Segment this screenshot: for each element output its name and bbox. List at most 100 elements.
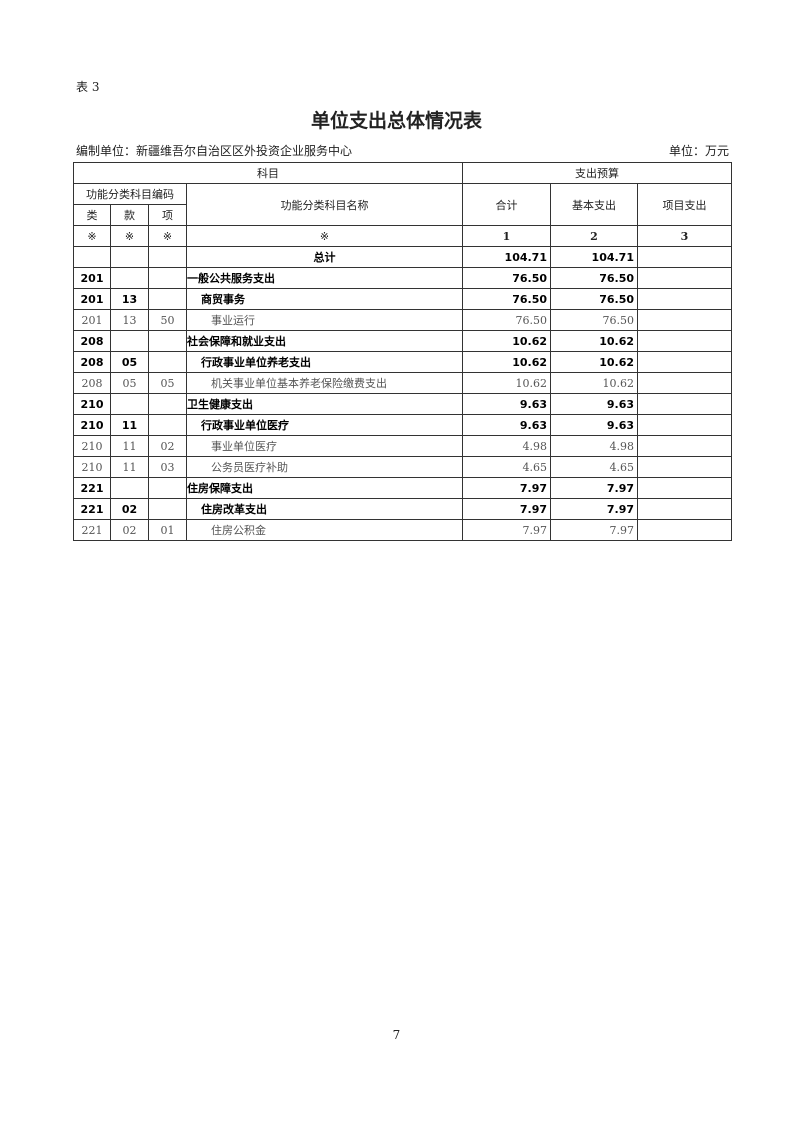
code-lei: 210	[73, 414, 111, 436]
amount-project	[637, 351, 732, 373]
amount-project	[637, 372, 732, 394]
code-lei: 208	[73, 330, 111, 352]
page-title: 单位支出总体情况表	[310, 110, 482, 132]
code-xiang	[148, 267, 187, 289]
table-row: 208 05 05 机关事业单位基本养老保险缴费支出 10.62 10.62	[73, 372, 732, 394]
col-number: 2	[550, 225, 638, 247]
code-lei: 221	[73, 498, 111, 520]
amount-total: 10.62	[462, 330, 551, 352]
table-row: 201 13 商贸事务 76.50 76.50	[73, 288, 732, 310]
amount-project	[637, 435, 732, 457]
amount-basic: 10.62	[550, 351, 638, 373]
item-name: 商贸事务	[186, 288, 463, 310]
mark-cell: ※	[186, 225, 463, 247]
code-kuan: 05	[110, 351, 149, 373]
amount-total: 76.50	[462, 267, 551, 289]
amount-basic: 7.97	[550, 519, 638, 541]
item-name: 社会保障和就业支出	[186, 330, 463, 352]
amount-total: 7.97	[462, 477, 551, 499]
header-total: 合计	[462, 183, 551, 226]
code-kuan	[110, 477, 149, 499]
amount-total: 76.50	[462, 288, 551, 310]
amount-basic: 76.50	[550, 309, 638, 331]
table-row: 201 一般公共服务支出 76.50 76.50	[73, 267, 732, 289]
header-subject: 科目	[73, 162, 463, 184]
code-lei: 221	[73, 519, 111, 541]
table-row: 221 02 01 住房公积金 7.97 7.97	[73, 519, 732, 541]
grand-total-label: 总计	[186, 246, 463, 268]
amount-total: 9.63	[462, 393, 551, 415]
item-name: 住房改革支出	[186, 498, 463, 520]
amount-total: 10.62	[462, 351, 551, 373]
code-kuan	[110, 267, 149, 289]
amount-basic: 7.97	[550, 498, 638, 520]
amount-basic: 4.98	[550, 435, 638, 457]
item-name: 住房公积金	[186, 519, 463, 541]
item-name: 事业单位医疗	[186, 435, 463, 457]
org-label: 编制单位：新疆维吾尔自治区区外投资企业服务中心	[76, 144, 353, 158]
code-kuan	[110, 330, 149, 352]
amount-basic: 4.65	[550, 456, 638, 478]
header-basic: 基本支出	[550, 183, 638, 226]
code-lei: 201	[73, 288, 111, 310]
table-row: 210 11 03 公务员医疗补助 4.65 4.65	[73, 456, 732, 478]
code-xiang	[148, 288, 187, 310]
code-xiang: 01	[148, 519, 187, 541]
code-lei: 201	[73, 267, 111, 289]
amount-project	[637, 414, 732, 436]
amount-basic: 10.62	[550, 372, 638, 394]
amount-project	[637, 288, 732, 310]
code-lei: 221	[73, 477, 111, 499]
code-lei: 208	[73, 351, 111, 373]
code-kuan: 11	[110, 456, 149, 478]
table-row: 210 11 行政事业单位医疗 9.63 9.63	[73, 414, 732, 436]
amount-project	[637, 456, 732, 478]
amount-project	[637, 267, 732, 289]
mark-cell: ※	[110, 225, 149, 247]
header-xiang: 项	[148, 204, 187, 226]
code-xiang	[148, 351, 187, 373]
item-name: 住房保障支出	[186, 477, 463, 499]
grand-total-basic: 104.71	[550, 246, 638, 268]
code-xiang: 02	[148, 435, 187, 457]
amount-total: 9.63	[462, 414, 551, 436]
header-code: 功能分类科目编码	[73, 183, 187, 205]
amount-project	[637, 309, 732, 331]
unit-label: 单位：万元	[668, 144, 729, 158]
amount-total: 10.62	[462, 372, 551, 394]
amount-total: 4.65	[462, 456, 551, 478]
code-kuan: 13	[110, 309, 149, 331]
table-row: 210 卫生健康支出 9.63 9.63	[73, 393, 732, 415]
item-name: 公务员医疗补助	[186, 456, 463, 478]
amount-total: 7.97	[462, 519, 551, 541]
table-row: 208 社会保障和就业支出 10.62 10.62	[73, 330, 732, 352]
amount-project	[637, 519, 732, 541]
amount-basic: 76.50	[550, 288, 638, 310]
table-row: 208 05 行政事业单位养老支出 10.62 10.62	[73, 351, 732, 373]
code-xiang	[148, 477, 187, 499]
item-name: 一般公共服务支出	[186, 267, 463, 289]
item-name: 行政事业单位养老支出	[186, 351, 463, 373]
table-row: 201 13 50 事业运行 76.50 76.50	[73, 309, 732, 331]
code-lei: 210	[73, 435, 111, 457]
header-project: 项目支出	[637, 183, 732, 226]
code-lei: 210	[73, 456, 111, 478]
code-xiang	[148, 414, 187, 436]
code-xiang: 05	[148, 372, 187, 394]
expenditure-table: 科目 支出预算 功能分类科目编码 功能分类科目名称 合计 基本支出 项目支出 类款项 ※ ※…	[73, 162, 732, 541]
grand-total-total: 104.71	[462, 246, 551, 268]
amount-project	[637, 477, 732, 499]
amount-basic: 10.62	[550, 330, 638, 352]
code-xiang	[148, 393, 187, 415]
code-kuan: 02	[110, 519, 149, 541]
amount-project	[637, 393, 732, 415]
amount-basic: 76.50	[550, 267, 638, 289]
code-kuan	[110, 393, 149, 415]
header-lei: 类	[73, 204, 111, 226]
amount-total: 4.98	[462, 435, 551, 457]
amount-basic: 7.97	[550, 477, 638, 499]
code-kuan: 05	[110, 372, 149, 394]
code-lei: 201	[73, 309, 111, 331]
code-xiang	[148, 498, 187, 520]
